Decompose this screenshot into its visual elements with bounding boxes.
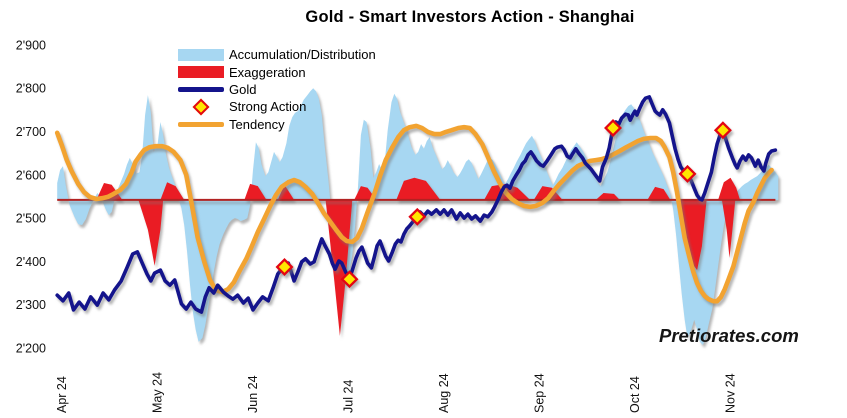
exaggeration-area [533,186,563,200]
exaggeration-area [718,177,740,200]
x-tick-label: Jun 24 [246,375,260,413]
legend: Accumulation/Distribution Exaggeration G… [178,46,376,133]
accumulation-swatch-icon [178,48,224,61]
y-tick-label: 2'300 [16,298,46,312]
strong-action-marker [275,258,294,276]
exaggeration-area [721,199,736,258]
legend-item-gold: Gold [178,81,376,98]
chart-title: Gold - Smart Investors Action - Shanghai [305,8,635,26]
legend-item-accumulation: Accumulation/Distribution [178,46,376,63]
exaggeration-area [277,184,295,200]
exaggeration-area [354,186,377,200]
exaggeration-area [325,199,353,336]
exaggeration-area [396,177,441,200]
exaggeration-area [595,193,620,200]
exaggeration-area [244,183,267,200]
y-tick-label: 2'600 [16,168,46,182]
legend-label: Tendency [229,116,285,132]
y-tick-label: 2'700 [16,125,46,139]
x-tick-label: Nov 24 [724,373,738,413]
strong-action-diamond-icon [192,98,210,116]
x-tick-label: Jul 24 [342,380,356,413]
watermark: Pretiorates.com [659,325,799,346]
x-tick-label: May 24 [151,372,165,413]
legend-label: Strong Action [229,99,307,115]
y-tick-label: 2'200 [16,342,46,356]
x-tick-label: Sep 24 [533,373,547,413]
strong-action-marker [340,270,359,289]
exaggeration-area [676,199,707,271]
legend-item-tendency: Tendency [178,116,376,133]
legend-item-exaggeration: Exaggeration [178,63,376,80]
x-tick-label: Oct 24 [628,376,642,413]
legend-label: Gold [229,81,257,97]
strong-action-marker [408,207,427,226]
legend-label: Exaggeration [229,64,306,80]
y-tick-label: 2'900 [16,38,46,52]
exaggeration-area [160,182,185,200]
tendency-line-swatch-icon [178,122,224,127]
legend-item-strong-action: Strong Action [178,98,376,116]
accumulation-area-group [57,88,779,345]
legend-label: Accumulation/Distribution [229,47,376,63]
x-tick-label: Aug 24 [437,373,451,413]
accumulation-area [57,88,779,345]
exaggeration-group [96,177,740,336]
gold-line [55,95,778,314]
exaggeration-area [138,199,164,266]
y-tick-label: 2'500 [16,212,46,226]
x-tick-label: Apr 24 [55,376,69,413]
gold-line-swatch-icon [178,87,224,92]
exaggeration-area [647,186,671,200]
strong-action-marker [678,164,697,183]
strong-action-marker [604,119,622,137]
tendency-line [54,123,774,304]
exaggeration-swatch-icon [178,66,224,79]
y-tick-label: 2'800 [16,82,46,96]
strong-action-marker [713,121,732,140]
y-tick-label: 2'400 [16,255,46,269]
